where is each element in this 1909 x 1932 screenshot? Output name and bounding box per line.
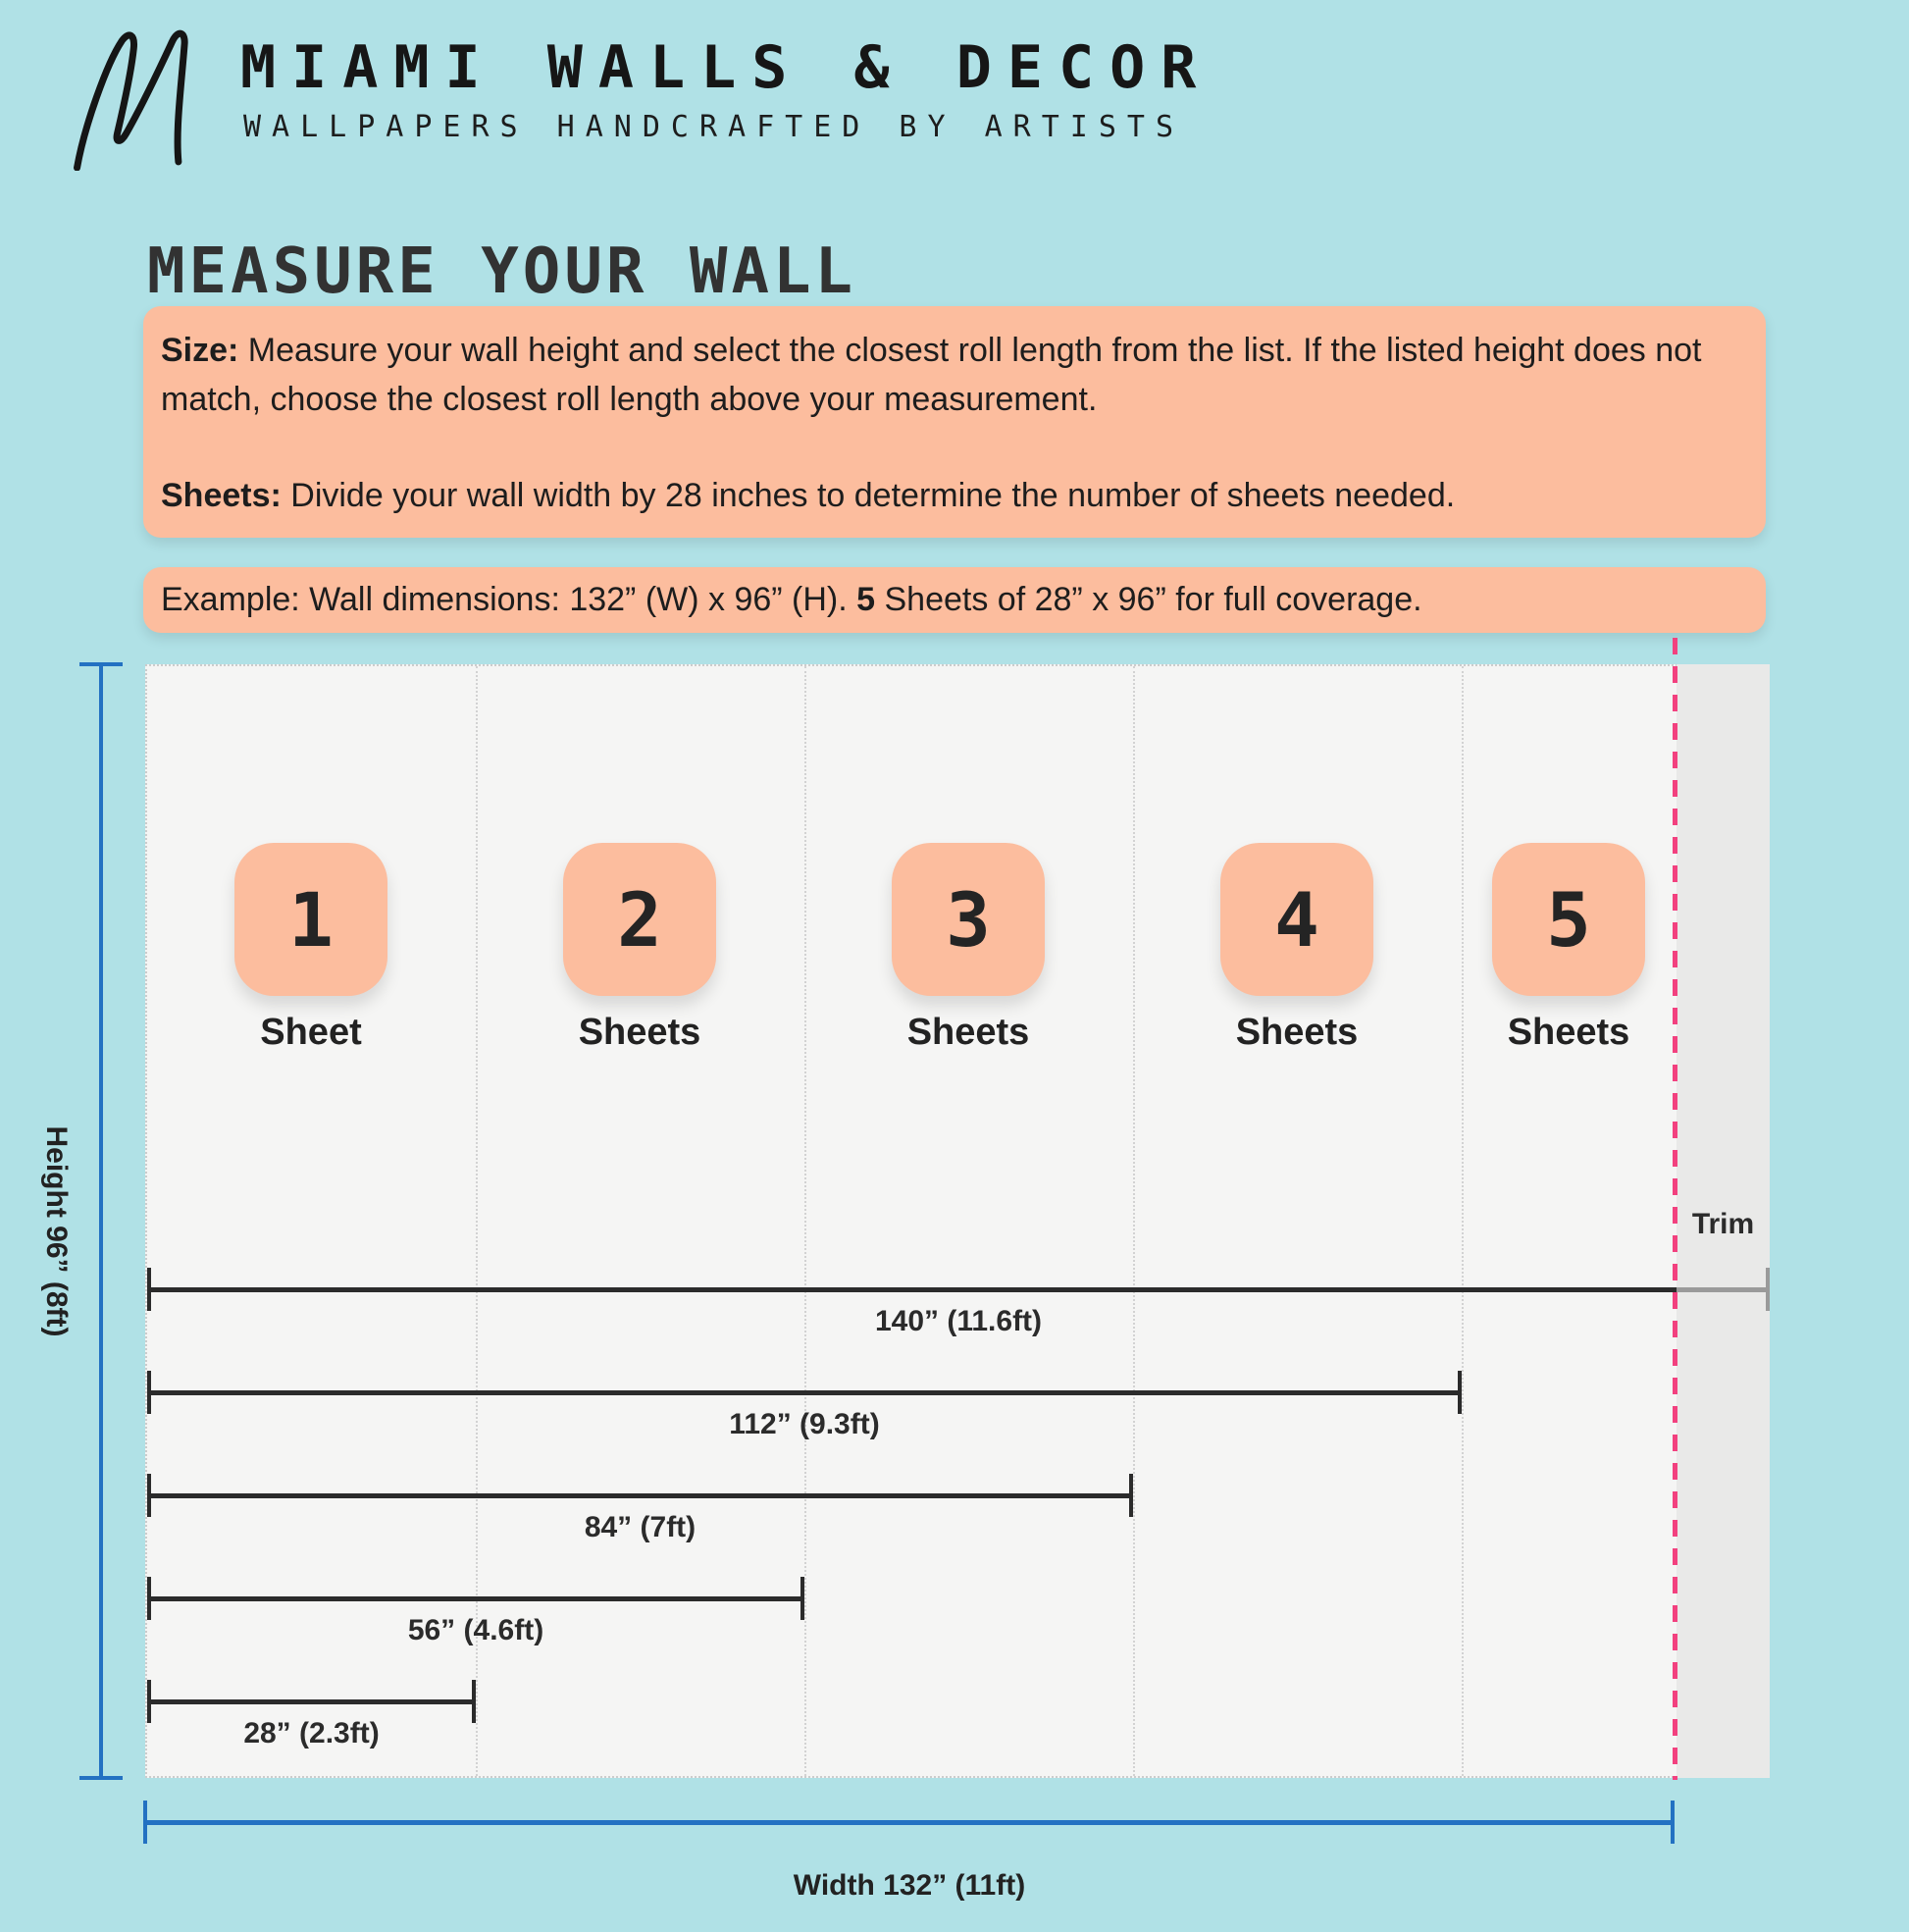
measure-bar-label: 140” (11.6ft) <box>874 1305 1043 1337</box>
instructions-box: Size: Measure your wall height and selec… <box>143 306 1766 538</box>
measure-bar-cap-right <box>1129 1474 1133 1517</box>
measure-bar-cap-right <box>1458 1371 1462 1414</box>
brand-logo-script-m-icon <box>74 29 188 171</box>
width-measure-cap-right <box>1671 1801 1675 1844</box>
sheet-count-number: 5 <box>1546 875 1591 964</box>
brand-name: MIAMI WALLS & DECOR <box>240 33 1212 102</box>
height-measure-cap-top <box>79 662 123 666</box>
measure-bar-label: 84” (7ft) <box>584 1511 697 1543</box>
measure-bar-cap-right <box>1766 1268 1770 1311</box>
sheet-count-number: 4 <box>1274 875 1319 964</box>
brand-tagline: WALLPAPERS HANDCRAFTED BY ARTISTS <box>243 110 1185 144</box>
measure-bar-label: 112” (9.3ft) <box>729 1408 880 1440</box>
sheet-count-badge: 1 <box>234 843 387 996</box>
sheet-label: Sheets <box>1507 1012 1630 1053</box>
wall-panel: Trim 1 Sheet 2 Sheets 3 Sheets 4 Sheets 5 Sheets 1… <box>145 664 1770 1778</box>
height-measure-line <box>99 664 103 1778</box>
width-label: Width 132” (11ft) <box>793 1869 1026 1902</box>
sheet-count-number: 3 <box>946 875 991 964</box>
sheet-count-badge: 5 <box>1492 843 1645 996</box>
sheets-instruction: Sheets: Divide your wall width by 28 inc… <box>161 471 1746 520</box>
sheet-count-badge: 4 <box>1220 843 1373 996</box>
column-separator <box>804 666 806 1776</box>
height-measure-cap-bottom <box>79 1776 123 1780</box>
sheet-label: Sheets <box>1235 1012 1359 1053</box>
sheet-label: Sheet <box>260 1012 362 1053</box>
measure-bar-line <box>147 1596 804 1601</box>
sheet-label: Sheets <box>906 1012 1030 1053</box>
width-measure-line <box>145 1820 1675 1825</box>
column-separator <box>476 666 478 1776</box>
measure-bar-line <box>147 1699 476 1704</box>
measure-bar-cap-right <box>800 1577 804 1620</box>
measure-bar-line <box>147 1493 1133 1498</box>
measure-bar-cap-right <box>472 1680 476 1723</box>
example-rest: Sheets of 28” x 96” for full coverage. <box>875 581 1422 618</box>
height-label: Height 96” (8ft) <box>40 1125 73 1337</box>
sheet-count-number: 2 <box>617 875 662 964</box>
column-separator <box>1133 666 1135 1776</box>
measure-bar-label: 56” (4.6ft) <box>407 1614 544 1646</box>
page-title: MEASURE YOUR WALL <box>147 235 857 308</box>
measure-bar-line <box>147 1390 1462 1395</box>
example-sheet-count: 5 <box>856 581 876 618</box>
sheets-instruction-label: Sheets: <box>161 477 282 514</box>
size-instruction-label: Size: <box>161 332 239 369</box>
measure-bar-line <box>147 1287 1677 1292</box>
sheet-label: Sheets <box>578 1012 701 1053</box>
trim-label: Trim <box>1691 1208 1755 1240</box>
column-separator <box>1462 666 1464 1776</box>
sheets-instruction-text: Divide your wall width by 28 inches to d… <box>281 477 1456 514</box>
sheet-count-badge: 3 <box>892 843 1045 996</box>
example-box: Example: Wall dimensions: 132” (W) x 96”… <box>143 567 1766 633</box>
size-instruction: Size: Measure your wall height and selec… <box>161 326 1746 424</box>
example-lead: Example: Wall dimensions: 132” (W) x 96”… <box>161 581 857 618</box>
sheet-count-badge: 2 <box>563 843 716 996</box>
measure-bar-line-trim <box>1677 1287 1770 1292</box>
sheet-count-number: 1 <box>288 875 334 964</box>
trim-dashed-line <box>1673 638 1677 1780</box>
width-measure-cap-left <box>143 1801 147 1844</box>
measure-bar-label: 28” (2.3ft) <box>243 1717 380 1749</box>
trim-area <box>1677 664 1770 1778</box>
size-instruction-text: Measure your wall height and select the … <box>161 332 1702 418</box>
